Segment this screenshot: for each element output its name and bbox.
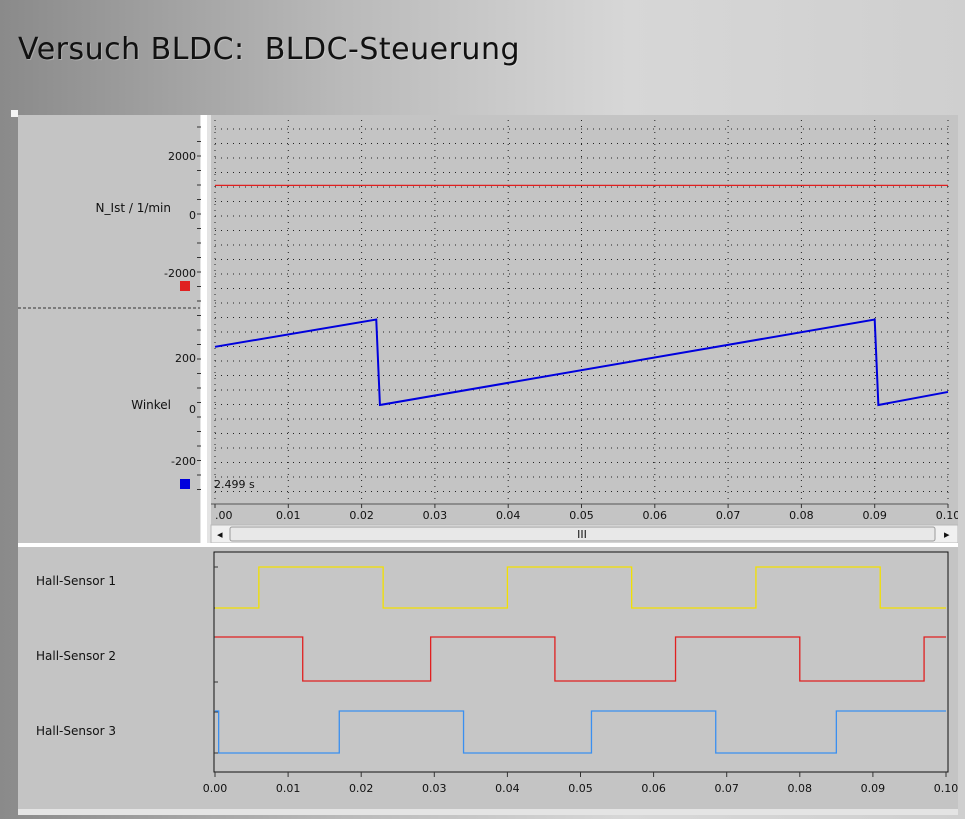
lower-x-ticks: 0.00 0.01 0.02 0.03 0.04 0.05 0.06 0.07 0.08 0.09…	[203, 566, 958, 795]
x-tick-label: 0.07	[714, 782, 739, 795]
hall-sensor-3-label: Hall-Sensor 3	[36, 724, 116, 738]
scrollbar-grip-icon: III	[577, 528, 587, 541]
scroll-left-arrow-icon[interactable]: ◂	[217, 528, 223, 541]
window-title: Versuch BLDC: BLDC-Steuerung	[18, 32, 520, 67]
hall-labels: Hall-Sensor 1 Hall-Sensor 2 Hall-Sensor …	[36, 574, 116, 738]
x-tick-label: 0.00	[203, 782, 228, 795]
x-tick-label: 0.09	[861, 782, 886, 795]
winkel-color-marker[interactable]	[180, 479, 190, 489]
x-tick-label: 0.10	[934, 782, 958, 795]
x-tick-label: 0.04	[495, 782, 520, 795]
scope-svg: 2000 0 -2000 N_Ist / 1/min 200 0 -200 Wi…	[18, 115, 958, 809]
panel-resize-handle[interactable]	[11, 110, 18, 117]
cursor-time-readout: 2.499 s	[214, 478, 255, 491]
scrollbar-thumb[interactable]	[229, 526, 936, 542]
hall-sensor-2-label: Hall-Sensor 2	[36, 649, 116, 663]
winkel-line	[214, 318, 949, 407]
upper-label-area	[18, 115, 200, 543]
x-tick-label: 0.01	[276, 509, 301, 522]
hall-sensor-3-trace	[215, 710, 946, 754]
x-tick-label: 0.01	[276, 782, 301, 795]
n-ist-tick-label: -2000	[164, 267, 196, 280]
x-tick-label: 0.05	[569, 509, 594, 522]
x-tick-label: 0.09	[862, 509, 887, 522]
x-tick-label: .00	[215, 509, 233, 522]
lower-series	[215, 566, 946, 754]
winkel-tick-label: 200	[175, 352, 196, 365]
n-ist-color-marker[interactable]	[180, 281, 190, 291]
winkel-tick-label: 0	[189, 403, 196, 416]
x-tick-label: 0.04	[496, 509, 521, 522]
x-tick-label: 0.02	[349, 782, 374, 795]
scope-panel: 2000 0 -2000 N_Ist / 1/min 200 0 -200 Wi…	[18, 115, 958, 815]
x-tick-label: 0.06	[643, 509, 668, 522]
x-tick-label: 0.08	[789, 509, 814, 522]
n-ist-axis: 2000 0 -2000 N_Ist / 1/min	[96, 150, 196, 291]
hall-sensor-2-trace	[215, 636, 946, 682]
winkel-axis-label: Winkel	[131, 398, 171, 412]
upper-x-ticks: .00 0.01 0.02 0.03 0.04 0.05 0.06 0.07 0.08 0.09 0…	[214, 504, 958, 522]
n-ist-tick-label: 2000	[168, 150, 196, 163]
plot-separator	[18, 543, 958, 547]
winkel-tick-label: -200	[171, 455, 196, 468]
upper-plot-area[interactable]	[211, 115, 958, 545]
x-tick-label: 0.08	[788, 782, 813, 795]
x-tick-label: 0.02	[349, 509, 374, 522]
x-tick-label: 0.10	[936, 509, 958, 522]
hall-sensor-1-trace	[215, 566, 946, 609]
x-tick-label: 0.06	[641, 782, 666, 795]
x-tick-label: 0.07	[716, 509, 741, 522]
upper-series	[214, 184, 949, 407]
axis-splitter[interactable]	[201, 115, 207, 543]
upper-grid	[214, 120, 949, 502]
winkel-axis: 200 0 -200 Winkel	[131, 352, 196, 489]
scroll-right-arrow-icon[interactable]: ▸	[944, 528, 950, 541]
n-ist-axis-label: N_Ist / 1/min	[96, 201, 171, 215]
lower-plot-area[interactable]	[213, 551, 949, 773]
minor-ticks	[197, 126, 201, 490]
x-tick-label: 0.05	[568, 782, 593, 795]
n-ist-tick-label: 0	[189, 209, 196, 222]
x-tick-label: 0.03	[422, 782, 447, 795]
x-tick-label: 0.03	[423, 509, 448, 522]
hall-sensor-1-label: Hall-Sensor 1	[36, 574, 116, 588]
